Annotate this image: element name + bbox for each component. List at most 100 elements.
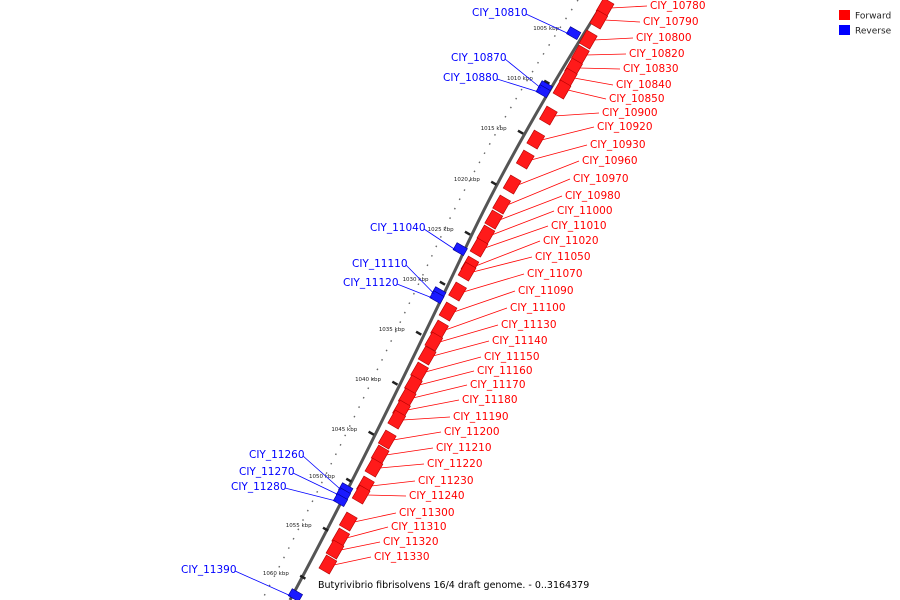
- forward-gene[interactable]: [538, 105, 558, 126]
- forward-gene-label[interactable]: CIY_11240: [409, 490, 465, 502]
- forward-gene[interactable]: [448, 281, 467, 302]
- forward-gene[interactable]: [377, 429, 397, 450]
- forward-gene-label[interactable]: CIY_11070: [527, 268, 583, 280]
- forward-gene-leader: [366, 494, 407, 497]
- forward-gene[interactable]: [526, 129, 546, 150]
- forward-gene[interactable]: [484, 209, 504, 230]
- tick-mark: [415, 330, 422, 336]
- forward-gene[interactable]: [338, 511, 358, 532]
- forward-gene[interactable]: [325, 539, 345, 560]
- genome-title: Butyrivibrio fibrisolvens 16/4 draft gen…: [318, 580, 589, 591]
- forward-gene-label[interactable]: CIY_11200: [444, 426, 500, 438]
- forward-gene-label[interactable]: CIY_11160: [477, 365, 533, 377]
- forward-gene-leader: [379, 463, 425, 469]
- forward-gene-label[interactable]: CIY_11180: [462, 394, 518, 406]
- forward-gene-label[interactable]: CIY_11210: [436, 442, 492, 454]
- forward-gene[interactable]: [424, 331, 444, 352]
- forward-gene-label[interactable]: CIY_11170: [470, 379, 526, 391]
- reverse-gene[interactable]: [287, 588, 304, 600]
- reverse-gene-label[interactable]: CIY_10810: [472, 7, 528, 19]
- forward-gene-label[interactable]: CIY_10800: [636, 32, 692, 44]
- reverse-gene-label[interactable]: CIY_11280: [231, 481, 287, 493]
- forward-gene-label[interactable]: CIY_11330: [374, 551, 430, 563]
- tick-mark: [345, 477, 353, 483]
- forward-gene-label[interactable]: CIY_11020: [543, 235, 599, 247]
- tick-label: 1060 kbp: [263, 571, 289, 577]
- forward-gene-label[interactable]: CIY_10780: [650, 0, 706, 12]
- forward-gene-label[interactable]: CIY_11000: [557, 205, 613, 217]
- forward-gene-leader: [425, 356, 482, 373]
- reverse-gene[interactable]: [535, 84, 551, 99]
- forward-gene-leader: [445, 307, 508, 331]
- reverse-gene-leader: [284, 487, 337, 502]
- forward-gene-label[interactable]: CIY_11010: [551, 220, 607, 232]
- reverse-gene-label[interactable]: CIY_10880: [443, 72, 499, 84]
- reverse-gene[interactable]: [429, 290, 445, 305]
- forward-gene-label[interactable]: CIY_11230: [418, 475, 474, 487]
- forward-gene-label[interactable]: CIY_10830: [623, 63, 679, 75]
- reverse-gene-leader: [423, 228, 456, 251]
- forward-gene-label[interactable]: CIY_11050: [535, 251, 591, 263]
- forward-gene-label[interactable]: CIY_11140: [492, 335, 548, 347]
- forward-gene[interactable]: [351, 484, 371, 505]
- forward-gene-label[interactable]: CIY_11190: [453, 411, 509, 423]
- forward-gene-label[interactable]: CIY_10850: [609, 93, 665, 105]
- forward-gene-label[interactable]: CIY_10960: [582, 155, 638, 167]
- forward-gene[interactable]: [578, 29, 598, 50]
- forward-gene[interactable]: [469, 237, 489, 258]
- reverse-gene[interactable]: [566, 26, 582, 41]
- forward-gene-leader: [554, 112, 600, 117]
- reverse-gene-label[interactable]: CIY_11110: [352, 258, 408, 270]
- tick-mark: [543, 79, 551, 85]
- forward-gene-leader: [567, 89, 607, 100]
- forward-gene-leader: [491, 210, 555, 236]
- forward-gene-label[interactable]: CIY_10980: [565, 190, 621, 202]
- tick-mark: [439, 280, 446, 286]
- forward-gene[interactable]: [364, 457, 384, 478]
- forward-gene[interactable]: [492, 194, 511, 215]
- forward-gene[interactable]: [552, 79, 572, 100]
- forward-gene[interactable]: [589, 9, 609, 30]
- gene-layer: [287, 0, 615, 600]
- forward-gene-label[interactable]: CIY_11100: [510, 302, 566, 314]
- forward-gene-label[interactable]: CIY_11090: [518, 285, 574, 297]
- forward-gene-leader: [340, 541, 381, 551]
- forward-gene[interactable]: [457, 261, 477, 282]
- forward-gene-leader: [402, 416, 451, 421]
- forward-gene-label[interactable]: CIY_11130: [501, 319, 557, 331]
- forward-gene-label[interactable]: CIY_10930: [590, 139, 646, 151]
- reverse-gene-label[interactable]: CIY_11270: [239, 466, 295, 478]
- forward-gene-leader: [517, 160, 580, 186]
- legend-reverse-label: Reverse: [855, 27, 892, 37]
- forward-gene-label[interactable]: CIY_10790: [643, 16, 699, 28]
- tick-label: 1025 kbp: [428, 227, 454, 233]
- forward-gene-label[interactable]: CIY_10900: [602, 107, 658, 119]
- reverse-gene-label[interactable]: CIY_11120: [343, 277, 399, 289]
- forward-gene-leader: [439, 324, 499, 343]
- forward-gene[interactable]: [387, 409, 407, 430]
- forward-gene-label[interactable]: CIY_10840: [616, 79, 672, 91]
- forward-gene-label[interactable]: CIY_11310: [391, 521, 447, 533]
- forward-gene[interactable]: [318, 554, 338, 575]
- forward-gene-label[interactable]: CIY_11150: [484, 351, 540, 363]
- reverse-gene-label[interactable]: CIY_10870: [451, 52, 507, 64]
- forward-gene[interactable]: [438, 301, 458, 322]
- forward-gene-leader: [530, 144, 588, 161]
- reverse-gene-label[interactable]: CIY_11040: [370, 222, 426, 234]
- tick-label: 1050 kbp: [309, 474, 335, 480]
- reverse-gene[interactable]: [332, 493, 349, 508]
- forward-gene-label[interactable]: CIY_11300: [399, 507, 455, 519]
- forward-gene-label[interactable]: CIY_11320: [383, 536, 439, 548]
- forward-gene[interactable]: [502, 174, 522, 195]
- forward-gene-label[interactable]: CIY_10920: [597, 121, 653, 133]
- forward-gene-label[interactable]: CIY_11220: [427, 458, 483, 470]
- forward-gene-label[interactable]: CIY_10820: [629, 48, 685, 60]
- reverse-gene-label[interactable]: CIY_11260: [249, 449, 305, 461]
- forward-gene[interactable]: [417, 345, 437, 366]
- forward-gene-leader: [333, 556, 372, 566]
- reverse-gene-label[interactable]: CIY_11390: [181, 564, 237, 576]
- forward-gene-label[interactable]: CIY_10970: [573, 173, 629, 185]
- reverse-gene[interactable]: [452, 242, 468, 257]
- forward-gene[interactable]: [515, 149, 535, 170]
